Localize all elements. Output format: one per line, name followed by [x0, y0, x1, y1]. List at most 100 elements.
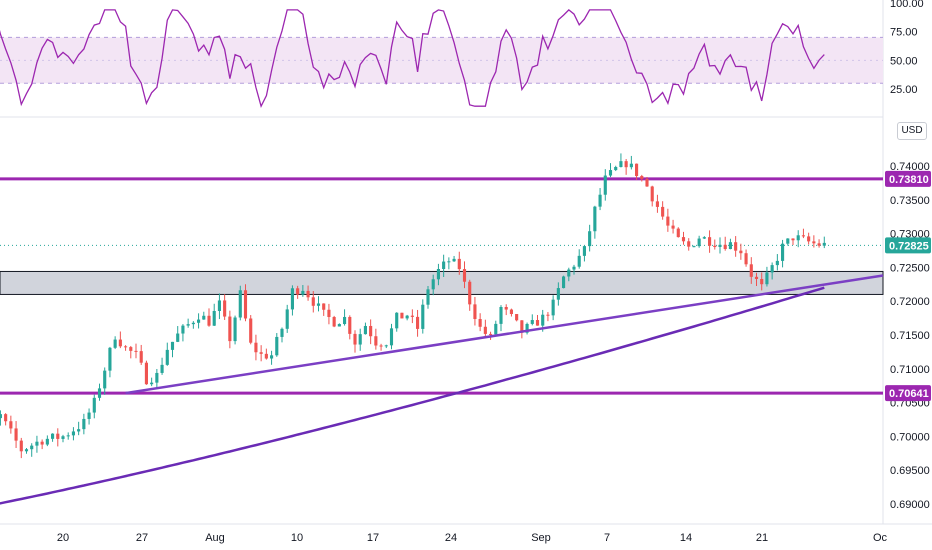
candle-down: [322, 303, 326, 310]
candle-up: [66, 435, 70, 437]
rsi-tick-label: 75.00: [890, 27, 918, 39]
candle-up: [436, 268, 440, 280]
candle-up: [212, 310, 216, 326]
candle-down: [791, 238, 795, 241]
candle-down: [817, 243, 821, 246]
candle-up: [395, 312, 399, 329]
candle-up: [150, 382, 154, 385]
candle-up: [588, 231, 592, 247]
candle-down: [4, 414, 8, 422]
candle-down: [207, 315, 211, 326]
candle-down: [807, 236, 811, 242]
time-tick-label: 14: [680, 532, 692, 544]
candle-up: [270, 355, 274, 359]
candle-up: [593, 206, 597, 232]
candle-down: [489, 333, 493, 335]
candle-down: [655, 201, 659, 207]
candle-up: [770, 265, 774, 273]
axis-unit-label[interactable]: USD: [897, 122, 927, 140]
candle-down: [645, 178, 649, 187]
price-tick-label: 0.73500: [890, 195, 930, 207]
candle-up: [202, 315, 206, 320]
time-tick-label: Oc: [873, 532, 888, 544]
candle-down: [243, 290, 248, 319]
candle-down: [249, 318, 253, 343]
candle-down: [504, 306, 508, 310]
rsi-line: [0, 9, 825, 108]
candle-up: [822, 242, 826, 246]
price-tag-label: 0.72825: [889, 240, 929, 252]
price-tag-last: 0.72825: [885, 237, 931, 254]
candle-up: [447, 261, 451, 263]
price-tag-label: 0.70641: [889, 388, 929, 400]
candle-down: [734, 242, 738, 251]
time-tick-label: 10: [291, 532, 303, 544]
candle-up: [619, 161, 623, 168]
time-tick-label: Sep: [531, 532, 551, 544]
candle-up: [389, 328, 394, 346]
time-tick-label: 24: [445, 532, 457, 544]
candle-up: [598, 194, 602, 207]
candle-up: [97, 388, 102, 398]
price-tick-label: 0.72000: [890, 296, 930, 308]
candle-up: [796, 235, 800, 241]
candle-up: [562, 276, 566, 289]
candle-up: [285, 309, 289, 329]
candle-up: [181, 325, 185, 334]
price-tick-label: 0.70000: [890, 431, 930, 443]
time-tick-label: 7: [604, 532, 610, 544]
rsi-tick-label: 50.00: [890, 55, 918, 67]
candle-down: [749, 264, 753, 277]
candle-up: [499, 306, 503, 324]
candle-up: [191, 322, 195, 325]
candle-down: [14, 428, 18, 441]
candle-down: [681, 237, 686, 242]
candle-up: [108, 347, 112, 371]
candle-down: [9, 421, 13, 429]
price-tick-label: 0.69500: [890, 465, 930, 477]
price-tag-label: 0.73810: [889, 174, 929, 186]
candle-up: [567, 269, 571, 277]
candle-down: [124, 346, 128, 348]
time-tick-label: 20: [57, 532, 69, 544]
candle-up: [452, 258, 456, 262]
candle-down: [515, 314, 519, 321]
candles: [0, 153, 826, 459]
time-tick-label: 21: [756, 532, 768, 544]
candle-up: [197, 319, 201, 323]
candle-up: [781, 243, 785, 261]
candle-down: [723, 244, 727, 250]
price-tag-support: 0.70641: [885, 385, 931, 402]
candle-down: [650, 186, 654, 202]
grid: [0, 0, 932, 525]
candle-up: [186, 324, 190, 326]
time-tick-label: Aug: [205, 532, 225, 544]
candle-down: [144, 362, 148, 385]
candle-down: [473, 304, 477, 320]
candle-down: [760, 278, 764, 285]
candle-down: [457, 258, 461, 270]
candle-up: [363, 325, 367, 335]
price-axis: 0.690000.695000.700000.705000.710000.715…: [890, 0, 930, 511]
candle-down: [353, 333, 357, 345]
candle-up: [165, 349, 169, 365]
candle-down: [129, 347, 133, 351]
price-tick-label: 0.72500: [890, 262, 930, 274]
candle-down: [640, 176, 644, 179]
candle-down: [139, 351, 143, 363]
candle-up: [442, 261, 446, 269]
candle-up: [692, 246, 696, 248]
time-tick-label: 17: [367, 532, 379, 544]
support-zone: [0, 270, 884, 295]
candle-up: [343, 316, 347, 325]
candle-down: [296, 288, 300, 295]
candle-up: [0, 414, 2, 419]
candle-up: [530, 320, 534, 324]
candle-down: [369, 325, 373, 337]
candle-up: [718, 244, 722, 247]
candle-up: [551, 299, 555, 316]
candle-up: [275, 336, 279, 356]
candle-up: [384, 345, 388, 347]
time-axis: 20 27 Aug 10 17 24 Sep 7 14 21 Oc: [57, 532, 888, 544]
